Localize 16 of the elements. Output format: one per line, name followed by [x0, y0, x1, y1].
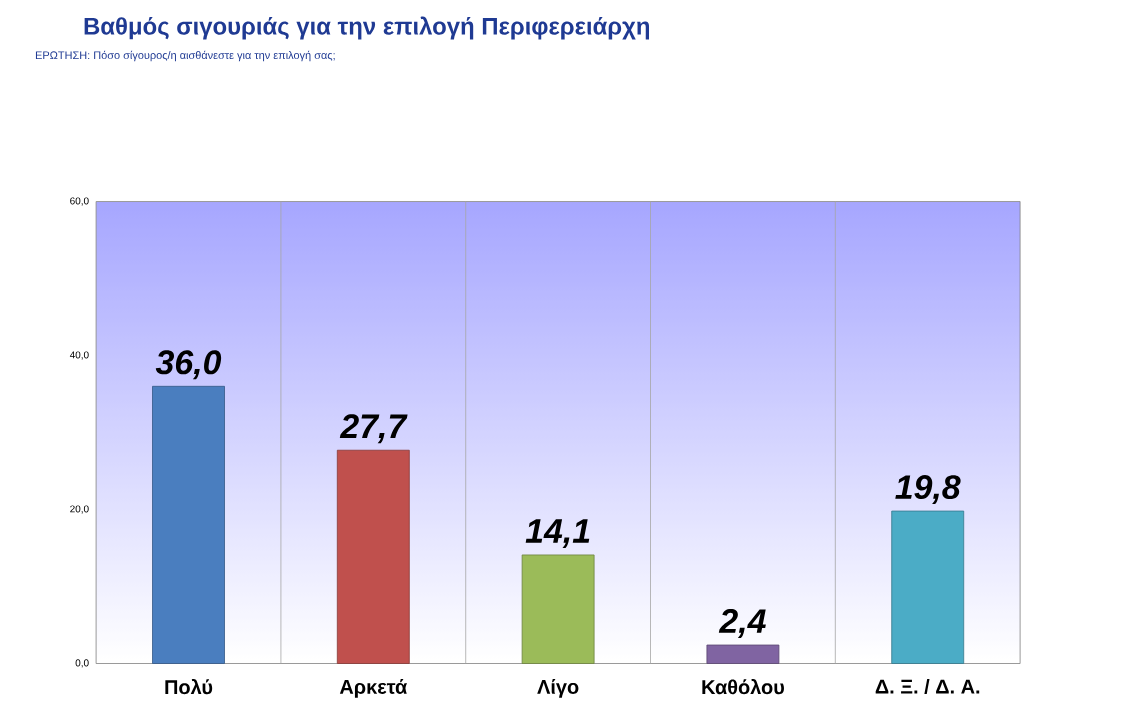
x-tick-label: Καθόλου [702, 679, 784, 695]
data-label: 27,7 [339, 414, 408, 444]
data-label: 19,8 [895, 475, 961, 505]
bar [706, 644, 780, 664]
bar [152, 385, 225, 664]
bar [891, 510, 965, 664]
data-label: 36,0 [155, 350, 222, 380]
data-label: 2,4 [718, 609, 766, 638]
bar [521, 554, 595, 664]
x-tick-label: Πολύ [165, 679, 213, 695]
bar [336, 449, 410, 664]
chart-title: Βαθμός σιγουριάς για την επιλογή Περιφερειάρχη [84, 16, 650, 40]
data-label: 14,1 [525, 519, 590, 548]
x-tick-label: Αρκετά [339, 679, 408, 698]
x-tick-label: Δ. Ξ. / Δ. Α. [875, 679, 980, 694]
x-tick-label: Λίγο [537, 679, 579, 698]
